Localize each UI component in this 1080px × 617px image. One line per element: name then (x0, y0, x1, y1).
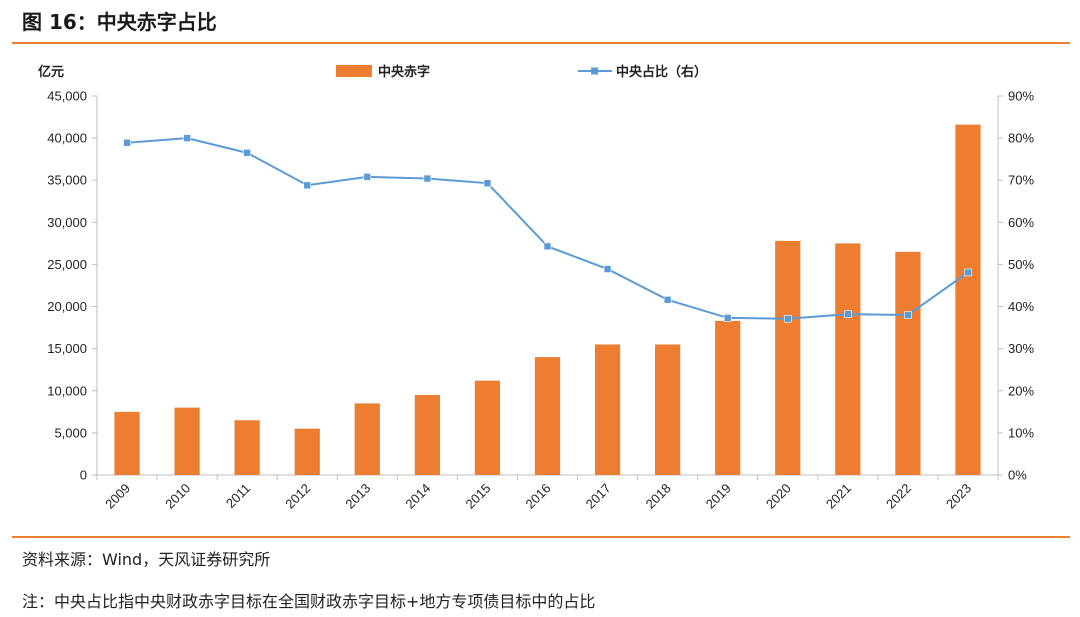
line-point (783, 314, 792, 323)
x-tick-label: 2023 (943, 481, 974, 512)
right-tick-label: 0% (1008, 468, 1027, 483)
left-axis-unit: 亿元 (38, 64, 64, 80)
legend-line-marker (591, 67, 598, 75)
combo-chart: 中央赤字 中央占比（右） 亿元 0 5,000 10,000 15,000 20,000… (38, 64, 1034, 512)
plot-area: 0 5,000 10,000 15,000 20,000 25,000 30,000 35,0… (47, 89, 1034, 512)
right-tick-label: 70% (1008, 173, 1034, 188)
left-tick-label: 25,000 (47, 257, 87, 272)
right-tick-label: 30% (1008, 341, 1034, 356)
legend-bar-label: 中央赤字 (378, 64, 430, 80)
right-tick-label: 20% (1008, 383, 1034, 398)
right-tick-label: 90% (1008, 89, 1034, 104)
left-tick-label: 40,000 (47, 131, 87, 146)
right-tick-label: 50% (1008, 257, 1034, 272)
line-point (423, 174, 432, 183)
bar (114, 411, 140, 475)
line-point (603, 265, 612, 273)
bar (655, 344, 681, 475)
legend-bar-swatch (336, 65, 372, 77)
left-tick-label: 45,000 (47, 89, 87, 104)
bar (474, 380, 501, 475)
footer-divider (12, 536, 1070, 538)
source-text: 资料来源：Wind，天风证券研究所 (22, 550, 271, 569)
x-tick-label: 2021 (823, 481, 854, 512)
line-point (663, 296, 672, 304)
line-point (243, 149, 251, 157)
line-point (964, 268, 972, 277)
left-tick-label: 5,000 (54, 425, 87, 440)
legend: 中央赤字 中央占比（右） (336, 64, 707, 80)
x-tick-label: 2019 (703, 481, 734, 512)
bar (835, 243, 861, 475)
x-tick-label: 2022 (883, 481, 914, 512)
bar (234, 420, 260, 475)
bar (775, 240, 801, 475)
line-point (303, 181, 312, 190)
bar (594, 344, 621, 475)
left-tick-label: 10,000 (47, 383, 87, 398)
x-tick-label: 2009 (102, 481, 133, 512)
left-tick-label: 15,000 (47, 341, 87, 356)
x-tick-label: 2018 (643, 481, 674, 512)
bar (715, 320, 741, 475)
bar (895, 251, 921, 475)
left-tick-label: 20,000 (47, 299, 87, 314)
left-tick-label: 30,000 (47, 215, 87, 230)
x-tick-label: 2020 (763, 481, 794, 512)
x-tick-label: 2012 (282, 481, 313, 512)
bar (955, 124, 981, 475)
title-divider (12, 42, 1070, 44)
line-point (904, 311, 912, 319)
x-tick-label: 2017 (583, 481, 614, 512)
bar (294, 428, 320, 475)
line-point (543, 242, 552, 251)
line-point (183, 134, 191, 142)
bar (414, 394, 440, 475)
left-tick-label: 35,000 (47, 173, 87, 188)
bar (534, 357, 561, 475)
x-tick-label: 2016 (523, 481, 554, 512)
line-point (483, 179, 492, 187)
x-tick-label: 2011 (223, 481, 253, 511)
line-point (723, 314, 732, 322)
right-tick-label: 40% (1008, 299, 1034, 314)
line-point (363, 173, 372, 181)
bar (354, 403, 380, 475)
x-tick-label: 2014 (402, 481, 433, 512)
x-tick-label: 2010 (162, 481, 193, 512)
right-tick-label: 60% (1008, 215, 1034, 230)
bar (174, 407, 200, 475)
left-tick-label: 0 (80, 468, 87, 483)
line-point (123, 138, 131, 147)
line-point (844, 310, 852, 318)
legend-line-label: 中央占比（右） (616, 64, 707, 80)
x-tick-label: 2015 (462, 481, 493, 512)
right-tick-label: 80% (1008, 131, 1034, 146)
x-tick-label: 2013 (342, 481, 373, 512)
right-tick-label: 10% (1008, 425, 1034, 440)
note-text: 注：中央占比指中央财政赤字目标在全国财政赤字目标+地方专项债目标中的占比 (22, 592, 596, 611)
page-title: 图 16：中央赤字占比 (22, 10, 217, 34)
